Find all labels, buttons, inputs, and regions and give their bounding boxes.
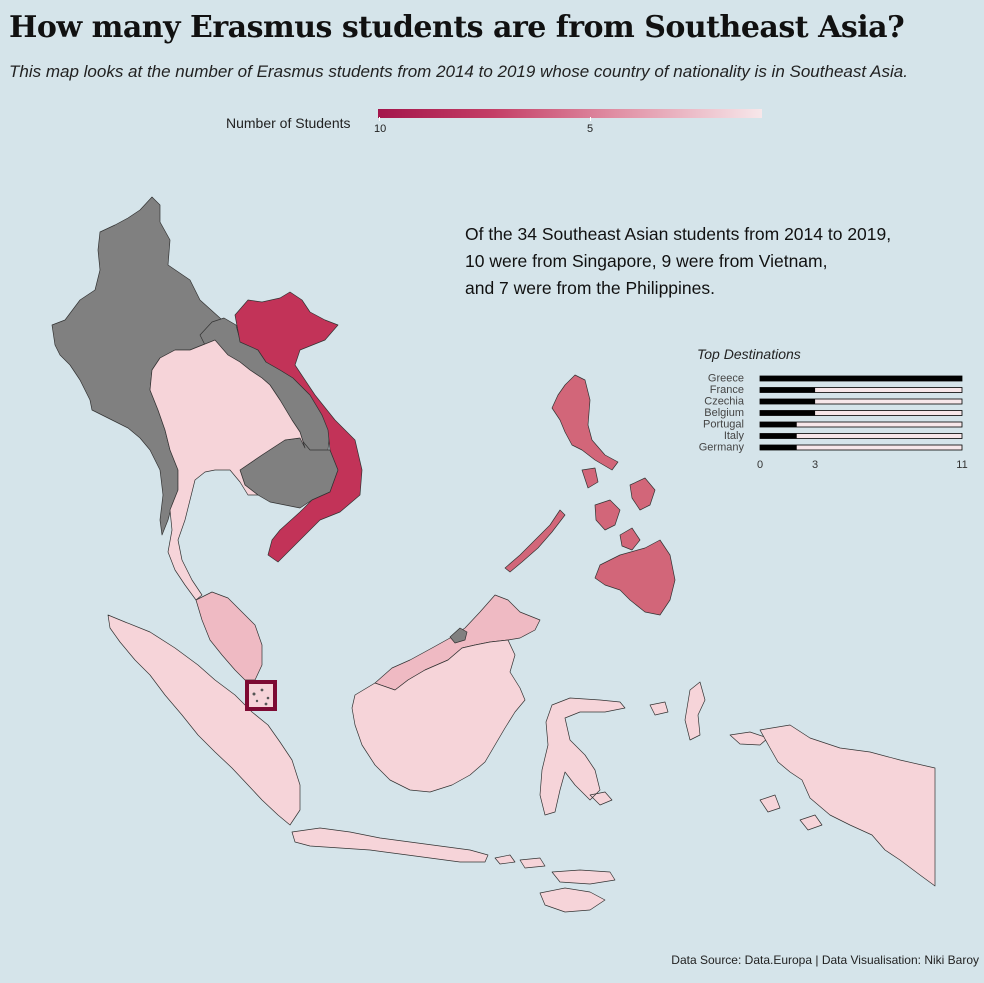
region-vietnam[interactable] [234, 291, 363, 563]
legend-color-bar [378, 109, 762, 118]
region-indonesia-kalimantan[interactable] [351, 639, 526, 793]
destination-bar [760, 399, 816, 404]
axis-tick-label: 11 [956, 459, 967, 470]
legend-tick-mark [590, 117, 591, 121]
legend-tick-10: 10 [374, 123, 387, 135]
singapore-islands [252, 688, 270, 706]
axis-tick-label: 0 [757, 459, 763, 470]
region-indonesia-sumatra[interactable] [107, 614, 301, 826]
region-brunei[interactable] [449, 627, 468, 644]
destination-label: Belgium [704, 407, 744, 419]
destination-label: Portugal [703, 419, 744, 431]
destination-bar [760, 376, 962, 381]
region-indonesia-java[interactable] [291, 827, 489, 863]
summary-annotation: Of the 34 Southeast Asian students from … [465, 221, 935, 302]
destination-bar [760, 422, 797, 427]
destination-bar [760, 445, 797, 450]
legend-tick-5: 5 [587, 123, 594, 135]
page-title: How many Erasmus students are from South… [9, 10, 905, 45]
singapore-highlight-box[interactable] [245, 680, 277, 711]
region-philippines-luzon[interactable] [551, 374, 619, 471]
region-indonesia-sulawesi[interactable] [539, 697, 626, 816]
region-indonesia-papua[interactable] [759, 724, 936, 887]
destination-bar [760, 410, 816, 416]
region-malaysia-peninsula[interactable] [195, 591, 263, 681]
region-philippines-mindanao[interactable] [594, 539, 676, 616]
destination-label: Germany [699, 442, 745, 454]
region-thailand[interactable] [149, 339, 306, 601]
region-philippines-visayas[interactable] [581, 467, 656, 551]
destination-label: Italy [724, 430, 745, 442]
region-philippines-palawan[interactable] [504, 509, 566, 573]
annotation-line: Of the 34 Southeast Asian students from … [465, 224, 892, 244]
axis-tick-label: 3 [812, 459, 818, 470]
destination-bar [760, 387, 816, 393]
destination-bar [760, 433, 797, 439]
top-destinations-title: Top Destinations [697, 346, 801, 362]
annotation-line: and 7 were from the Philippines. [465, 278, 715, 298]
region-indonesia-sundas[interactable] [494, 854, 616, 913]
legend-title: Number of Students [226, 115, 351, 131]
region-indonesia-maluku[interactable] [649, 681, 823, 831]
top-destinations-chart: GreeceFranceCzechiaBelgiumPortugalItalyG… [699, 373, 968, 471]
destination-label: Greece [708, 373, 744, 385]
destination-label: Czechia [704, 396, 745, 408]
destination-label: France [710, 384, 744, 396]
page-subtitle: This map looks at the number of Erasmus … [9, 62, 908, 81]
legend-tick-mark [379, 117, 380, 121]
data-source-credit: Data Source: Data.Europa | Data Visualis… [671, 953, 979, 967]
annotation-line: 10 were from Singapore, 9 were from Viet… [465, 251, 828, 271]
